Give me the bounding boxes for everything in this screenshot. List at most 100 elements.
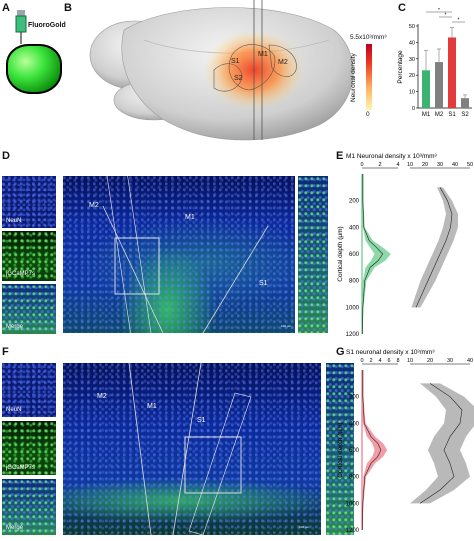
inset-strip-f	[326, 363, 354, 535]
significance-star: *	[438, 8, 440, 14]
y-axis-label-c: Percentage	[397, 50, 404, 84]
y-tick-label-g: 1000	[346, 501, 360, 507]
brain-3d-render: S1 M1 M2 S2	[89, 0, 354, 141]
bar-s1	[448, 37, 456, 109]
x-tick-label-right-g: 20	[427, 358, 433, 364]
significance-star: *	[445, 13, 447, 19]
neun-tile-f: NeuN	[2, 363, 56, 417]
y-axis-label-e: Cortical depth (μm)	[337, 226, 344, 281]
panel-letter-g: G	[336, 346, 345, 358]
bar-m1	[422, 70, 430, 108]
depth-profile-e: M1 Neuronal density x 10³/mm³20040060080…	[337, 153, 473, 338]
sd-band-g-0	[362, 370, 388, 530]
x-tick-label-c: S1	[448, 112, 456, 118]
merge-label-f: Merge	[6, 525, 24, 531]
x-tick-label-left-g: 4	[378, 358, 381, 364]
gcamp-tile-d: jGCaMP7s	[2, 231, 56, 281]
y-tick-label-c: 10	[409, 90, 415, 96]
x-tick-label-left-g: 0	[360, 358, 363, 364]
x-tick-label-right-e: 40	[452, 162, 458, 168]
y-axis-label-g: Cortical depth (μm)	[337, 422, 344, 477]
x-tick-label-left-g: 6	[387, 358, 390, 364]
merge-tile-f: Merge	[2, 479, 56, 535]
gcamp-label-d: jGCaMP7s	[6, 271, 36, 277]
x-tick-label-left-e: 4	[396, 162, 399, 168]
colorbar-max: 5.5x10³/mm³	[350, 34, 387, 41]
y-tick-label-e: 600	[349, 252, 360, 258]
panel-letter-f: F	[2, 346, 9, 358]
y-tick-label-c: 50	[409, 24, 415, 30]
y-tick-label-g: 600	[349, 448, 360, 454]
gcamp-label-f: jGCaMP7s	[6, 465, 36, 471]
x-tick-label-left-g: 2	[369, 358, 372, 364]
y-tick-label-g: 800	[349, 475, 360, 481]
x-tick-label-right-g: 30	[447, 358, 453, 364]
sd-band-e-1	[411, 187, 458, 308]
x-tick-label-right-g: 10	[407, 358, 413, 364]
panel-letter-b: B	[64, 2, 72, 14]
mean-line-e-1	[415, 187, 453, 308]
y-tick-label-c: 40	[409, 40, 415, 46]
x-tick-label-right-e: 50	[467, 162, 473, 168]
neun-label-d: NeuN	[6, 218, 22, 224]
region-label-s2: S2	[234, 75, 243, 82]
merge-tile-d: Merge	[2, 284, 56, 334]
y-tick-label-g: 200	[349, 395, 360, 401]
neun-label-f: NeuN	[6, 407, 22, 413]
y-tick-label-g: 1200	[346, 528, 360, 534]
region-label-m2: M2	[278, 59, 288, 66]
colorbar-title: Neuronal density	[350, 53, 357, 102]
panel-letter-d: D	[2, 150, 10, 162]
brain-section-green	[6, 44, 62, 94]
region-label-s1-f: S1	[197, 417, 206, 424]
region-label-s1: S1	[231, 58, 240, 65]
x-tick-label-right-e: 20	[422, 162, 428, 168]
region-label-m2-d: M2	[89, 202, 99, 209]
scale-bar-d: 100 μm	[281, 324, 292, 328]
bar-m2	[435, 62, 443, 108]
y-tick-label-e: 800	[349, 279, 360, 285]
y-tick-label-c: 30	[409, 57, 415, 63]
roi-overlay-f	[128, 363, 252, 535]
region-label-m2-f: M2	[97, 393, 107, 400]
cortex-section-d: M2 M1 S1 100 μm	[63, 176, 295, 333]
mean-line-g-0	[362, 370, 382, 531]
significance-star: *	[458, 18, 460, 24]
y-tick-label-e: 200	[349, 199, 360, 205]
x-tick-label-c: M2	[435, 112, 444, 118]
bar-s2	[461, 98, 469, 108]
region-label-m1: M1	[258, 51, 268, 58]
depth-profile-g: S1 neuronal density x 10³/mm³20040060080…	[337, 349, 474, 534]
neun-tile-d: NeuN	[2, 176, 56, 228]
y-tick-label-e: 1200	[346, 332, 360, 338]
panel-a: FluoroGold	[4, 10, 84, 94]
scale-bar-f: 100 μm	[299, 525, 310, 529]
x-tick-label-left-e: 0	[360, 162, 363, 168]
merge-label-d: Merge	[6, 324, 24, 330]
sd-band-g-1	[410, 383, 474, 504]
chart-title-g: S1 neuronal density x 10³/mm³	[346, 349, 435, 356]
sd-band-e-0	[362, 174, 391, 334]
y-tick-label-e: 400	[349, 225, 360, 231]
y-tick-label-c: 20	[409, 73, 415, 79]
x-tick-label-c: S2	[461, 112, 469, 118]
y-tick-label-c: 0	[412, 106, 415, 112]
y-tick-label-g: 400	[349, 421, 360, 427]
y-tick-label-e: 1000	[346, 305, 360, 311]
x-tick-label-c: M1	[422, 112, 431, 118]
x-tick-label-left-g: 8	[396, 358, 399, 364]
panel-letter-e: E	[336, 150, 344, 162]
panel-letter-c: C	[398, 2, 406, 14]
x-tick-label-right-e: 10	[407, 162, 413, 168]
mean-line-e-0	[362, 174, 384, 335]
x-tick-label-right-e: 30	[437, 162, 443, 168]
colorbar	[366, 44, 372, 110]
gcamp-tile-f: jGCaMP7s	[2, 421, 56, 475]
x-tick-label-left-e: 2	[378, 162, 381, 168]
region-label-m1-f: M1	[147, 403, 157, 410]
region-label-s1-d: S1	[259, 280, 268, 287]
tracer-label: FluoroGold	[28, 22, 66, 29]
syringe-icon	[15, 10, 27, 44]
roi-overlay-d	[102, 176, 269, 333]
region-label-m1-d: M1	[185, 214, 195, 221]
